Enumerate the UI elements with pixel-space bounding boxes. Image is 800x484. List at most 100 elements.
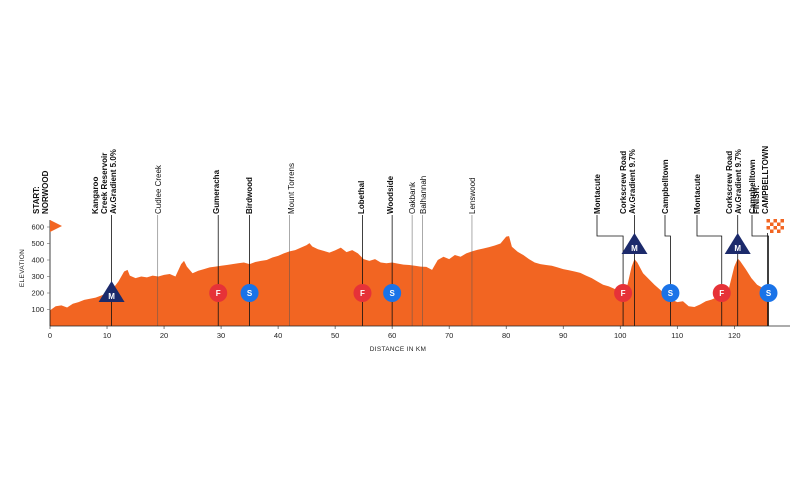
finish-flag-cell [780,222,784,226]
x-tick-label: 90 [559,331,567,340]
location-label-line: Cudlee Creek [154,164,163,214]
finish-flag-cell [770,229,774,233]
x-tick-label: 120 [728,331,741,340]
location-label-line: Mount Torrens [287,163,296,214]
axes: 100 200 300 400 500 600 0 10 20 30 40 50 60 70 80 90 100… [31,223,790,340]
kom-triangle [621,233,648,254]
location-label-line: Av.Gradient 5.0% [109,149,118,214]
location-label-line: Oakbank [408,181,417,214]
finish-flag-cell [777,226,781,230]
feed-circle [614,284,633,302]
sprint-badge-letter: S [247,289,253,298]
location-label: Montacute [593,173,602,214]
y-tick-label: 100 [31,305,44,314]
location-label-line: Montacute [693,173,702,214]
kom-triangle [724,233,751,254]
feed-badge-letter: F [216,289,221,298]
finish-flag-cell [773,219,777,223]
finish-flag-cell [766,226,770,230]
location-label: KangarooCreek ReservoirAv.Gradient 5.0% [91,149,118,214]
x-tick-label: 60 [388,331,396,340]
x-tick-label: 10 [103,331,111,340]
kom-badge-letter: M [108,292,115,301]
x-axis-title: DISTANCE IN KM [370,346,426,353]
location-label-line: FINISH: [752,185,761,214]
location-leader-line [696,215,723,326]
location-label: Montacute [693,173,702,214]
location-label: Mount Torrens [287,163,296,214]
y-axis-title: ELEVATION [19,249,26,287]
x-tick-label: 110 [671,331,683,340]
x-tick-label: 100 [614,331,627,340]
location-label: Gumeracha [212,169,221,214]
finish-flag-cell [766,229,770,233]
location-label: Campbelltown [748,159,757,214]
x-tick-label: 30 [217,331,225,340]
kom-badge-letter: M [631,244,638,253]
finish-flag-cell [777,219,781,223]
location-label: Balhannah [419,176,428,214]
feed-badge-letter: F [360,289,365,298]
finish-flag-cell [780,229,784,233]
finish-flag-cell [780,226,784,230]
finish-flag-cell [770,219,774,223]
feed-circle [353,284,372,302]
location-label-line: Woodside [386,175,395,214]
x-tick-label: 50 [331,331,339,340]
feed-circle [712,284,731,302]
finish-flag-cell [773,229,777,233]
finish-flag-cell [766,222,770,226]
location-leader-line [664,215,671,326]
feed-badge-letter: F [719,289,724,298]
location-label: FINISH:CAMPBELLTOWN [752,146,770,214]
finish-flag-cell [777,222,781,226]
location-label: Cudlee Creek [154,164,163,214]
location-label-line: Lobethal [357,181,366,214]
location-label-line: Av.Gradient 9.7% [628,149,637,214]
y-tick-label: 500 [31,239,44,248]
location-label: START:NORWOOD [32,170,50,214]
sprint-circle [240,284,259,302]
location-label: Corkscrew RoadAv.Gradient 9.7% [725,149,743,214]
location-label-line: CAMPBELLTOWN [761,146,770,214]
location-label-line: Birdwood [245,177,254,214]
location-label-line: Kangaroo [91,177,100,214]
location-label: Lenswood [468,178,477,214]
feed-circle [209,284,228,302]
x-tick-label: 0 [48,331,52,340]
x-tick-label: 40 [274,331,282,340]
location-label-line: Creek Reservoir [100,153,109,214]
location-label: Campbelltown [661,159,670,214]
location-leader-line [751,215,769,326]
location-label: Woodside [386,175,395,214]
kom-triangle [98,281,125,302]
location-label-line: Lenswood [468,178,477,214]
start-flag-icon [50,220,62,232]
location-leader-line [596,215,624,326]
y-tick-label: 600 [31,223,44,232]
location-label-line: Balhannah [419,176,428,214]
finish-flag-cell [773,226,777,230]
location-label-line: Gumeracha [212,169,221,214]
sprint-badge-letter: S [389,289,395,298]
sprint-circle [661,284,680,302]
sprint-badge-letter: S [668,289,674,298]
location-label-line: Corkscrew Road [725,151,734,214]
sprint-circle [383,284,402,302]
x-tick-label: 20 [160,331,168,340]
location-label: Corkscrew RoadAv.Gradient 9.7% [619,149,637,214]
location-label: Lobethal [357,181,366,214]
location-label-line: Montacute [593,173,602,214]
location-label-line: Corkscrew Road [619,151,628,214]
finish-flag-cell [770,222,774,226]
sprint-circle [759,284,778,302]
y-tick-label: 300 [31,272,44,281]
finish-flag-cell [777,229,781,233]
x-tick-label: 80 [502,331,510,340]
location-markers: M F S F S F M S F M S [50,219,784,302]
elevation-profile-area [50,236,769,326]
sprint-badge-letter: S [766,289,772,298]
y-tick-label: 200 [31,289,44,298]
location-label-line: START: [32,186,41,214]
